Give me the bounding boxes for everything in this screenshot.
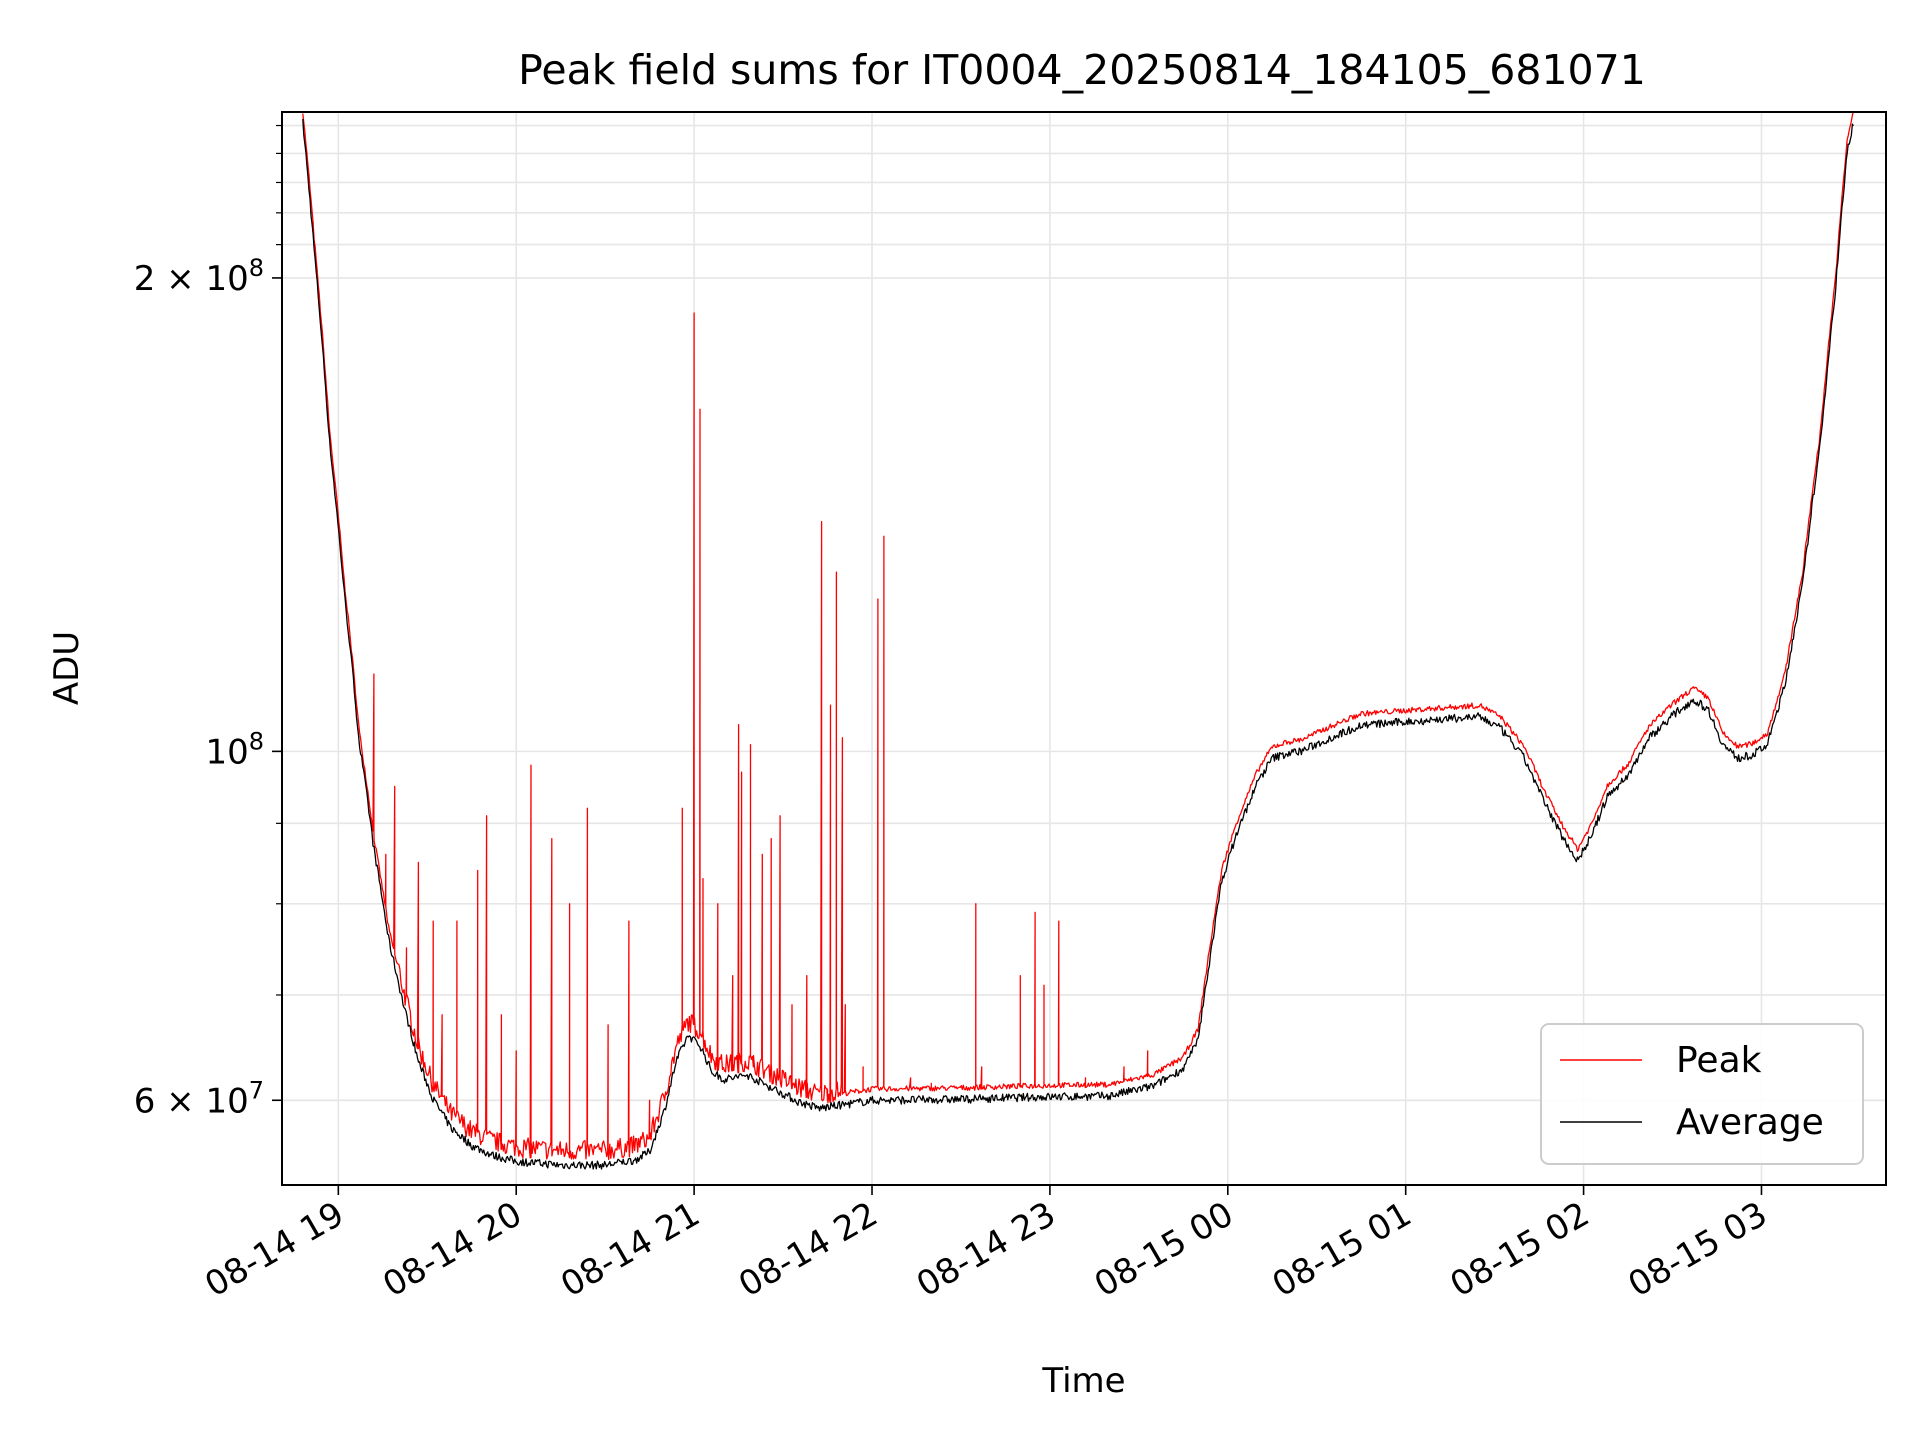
y-tick-label: 2 × 108 <box>134 254 264 299</box>
plot-frame <box>281 111 1887 1186</box>
legend-box <box>1540 1023 1864 1165</box>
legend-average-label: Average <box>1676 1102 1824 1143</box>
y-tick-label: 6 × 107 <box>134 1076 264 1121</box>
x-axis-label: Time <box>1041 1361 1125 1401</box>
chart-title: Peak field sums for IT0004_20250814_1841… <box>518 46 1646 94</box>
legend: Peak Average <box>1540 1023 1864 1165</box>
plot-area <box>302 112 1854 1170</box>
peak-series-line <box>302 112 1854 1161</box>
legend-peak-label: Peak <box>1676 1040 1762 1081</box>
average-series-line <box>302 118 1854 1170</box>
y-axis-label: ADU <box>47 631 87 705</box>
